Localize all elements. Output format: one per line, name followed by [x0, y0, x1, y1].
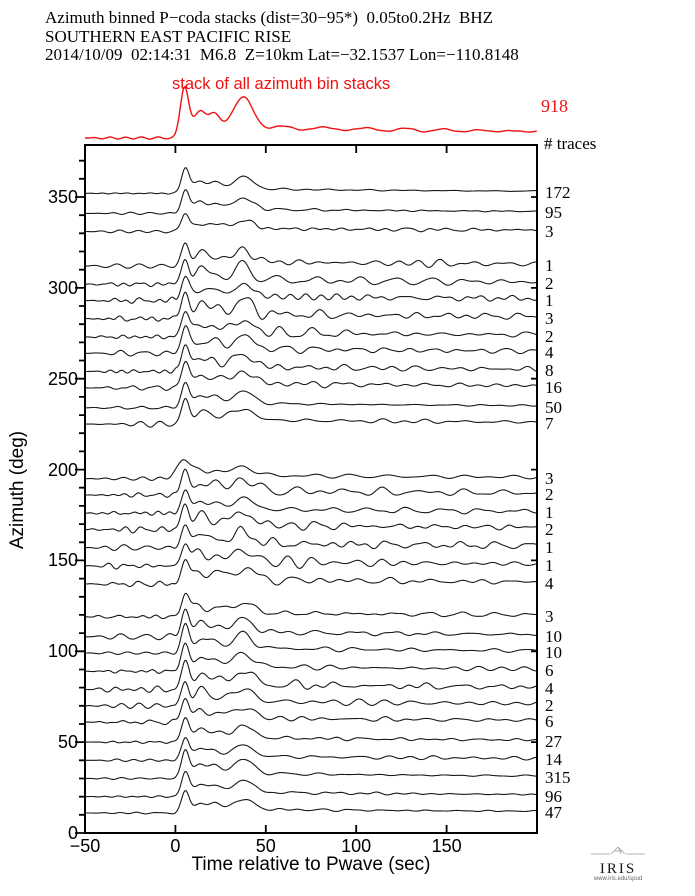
trace-count: 3	[545, 606, 554, 626]
trace-count: 2	[545, 695, 554, 715]
trace-waveform-az20	[85, 770, 537, 799]
trace-waveform-az186	[85, 468, 537, 498]
trace-waveform-az283	[84, 291, 537, 322]
x-tick-label: 150	[431, 836, 462, 856]
trace-waveform-az264	[85, 325, 537, 357]
trace-count: 1	[545, 537, 554, 557]
iris-logo-sparkline-icon	[591, 846, 645, 855]
trace-count: 4	[545, 574, 554, 594]
trace-waveform-az137	[84, 559, 537, 588]
trace-count: 50	[545, 397, 562, 417]
y-tick-label: 300	[47, 277, 78, 298]
trace-count: 3	[545, 468, 554, 488]
trace-count: 10	[545, 626, 562, 646]
y-tick-label: 250	[47, 368, 78, 389]
trace-count: 3	[545, 221, 554, 241]
trace-waveform-az11	[85, 790, 537, 815]
trace-count: 8	[545, 361, 554, 381]
trace-waveform-az79	[84, 659, 537, 693]
stack-trace	[85, 85, 537, 140]
trace-waveform-az157	[85, 524, 537, 551]
y-tick-label: 350	[47, 187, 78, 207]
y-tick-label: 200	[47, 459, 78, 480]
trace-waveform-az50	[85, 717, 537, 744]
trace-waveform-az273	[85, 311, 538, 340]
trace-count: 6	[545, 712, 554, 732]
x-tick-label: −50	[69, 836, 101, 856]
iris-logo: IRIS www.iris.edu/spud	[586, 844, 650, 883]
trace-waveform-az147	[84, 543, 537, 570]
trace-count: 315	[545, 768, 571, 788]
title-line-2: SOUTHERN EAST PACIFIC RISE	[45, 27, 292, 46]
trace-count: 1	[545, 256, 554, 276]
stack-trace-count: 918	[541, 96, 568, 116]
trace-count: 95	[545, 203, 562, 223]
trace-waveform-az30	[84, 749, 537, 780]
trace-count: 2	[545, 274, 554, 294]
trace-waveform-az61	[84, 697, 537, 726]
trace-waveform-az167	[84, 503, 537, 534]
trace-waveform-az70	[85, 681, 537, 709]
trace-count: 4	[545, 679, 554, 699]
trace-count: 7	[545, 414, 554, 434]
trace-waveform-az302	[85, 258, 537, 288]
trace-count: 27	[545, 732, 562, 752]
trace-count: 2	[545, 326, 554, 346]
trace-count: 1	[545, 290, 554, 310]
x-tick-label: 50	[255, 836, 276, 856]
trace-count: 16	[545, 377, 562, 397]
axis-ticks	[75, 145, 537, 834]
trace-waveform-az195	[85, 459, 538, 481]
trace-count: 14	[545, 750, 562, 770]
title-line-1: Azimuth binned P−coda stacks (dist=30−95…	[45, 8, 494, 27]
trace-waveform-az293	[85, 276, 538, 304]
trace-count: 2	[545, 485, 554, 504]
trace-count: 4	[545, 343, 554, 363]
trace-waveform-az89	[84, 642, 537, 674]
trace-waveform-az352	[85, 167, 537, 195]
y-tick-label: 100	[47, 641, 78, 662]
trace-waveform-az341	[85, 189, 537, 215]
trace-count: 6	[545, 661, 554, 681]
trace-waveform-az40	[85, 737, 537, 762]
iris-logo-text: IRIS	[599, 861, 637, 877]
trace-count: 172	[545, 183, 571, 203]
trace-waveform-az176	[85, 489, 537, 516]
x-axis-label: Time relative to Pwave (sec)	[191, 854, 431, 875]
trace-count: 2	[545, 519, 554, 539]
trace-waveform-az234	[85, 381, 537, 410]
trace-waveform-az108	[84, 608, 537, 641]
trace-waveform-az254	[84, 344, 538, 374]
trace-count: 1	[545, 503, 554, 523]
trace-waveform-az312	[85, 242, 537, 269]
trace-waveform-az99	[84, 622, 537, 655]
trace-count: 10	[545, 643, 562, 663]
trace-waveform-az119	[85, 592, 537, 620]
trace-count: 47	[545, 803, 562, 822]
trace-count: 1	[545, 555, 554, 575]
trace-waveform-az245	[85, 360, 537, 391]
stack-annotation: stack of all azimuth bin stacks	[172, 75, 391, 93]
title-line-3: 2014/10/09 02:14:31 M6.8 Z=10km Lat=−32.…	[45, 45, 519, 64]
iris-logo-url: www.iris.edu/spud	[593, 876, 643, 882]
trace-count: 96	[545, 786, 562, 806]
x-tick-label: 0	[170, 836, 181, 856]
y-tick-label: 150	[47, 550, 78, 571]
y-tick-label: 50	[57, 732, 78, 753]
trace-waveform-az225	[85, 398, 537, 428]
traces-column-header: # traces	[544, 134, 597, 153]
y-tick-label: 0	[67, 823, 78, 843]
x-tick-label: 100	[341, 836, 372, 856]
trace-count: 3	[545, 308, 554, 328]
plot-frame	[84, 144, 538, 834]
trace-waveform-az331	[85, 213, 537, 234]
